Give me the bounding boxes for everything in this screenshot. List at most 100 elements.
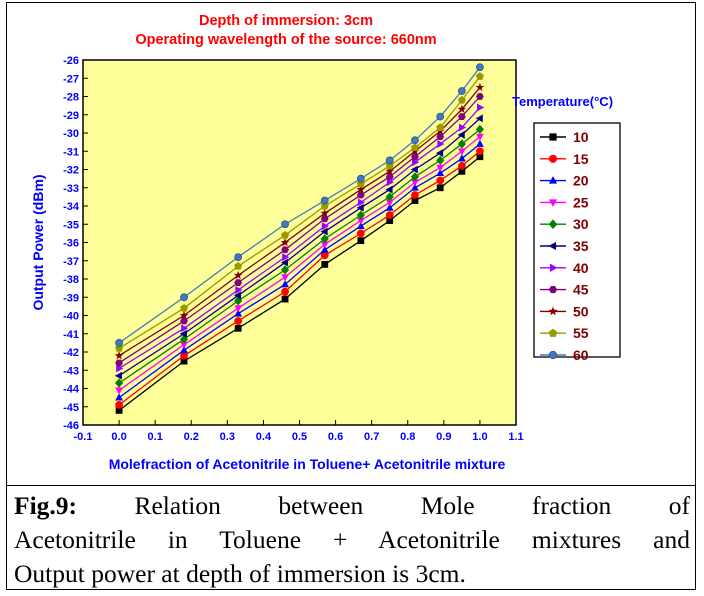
series-60 [115, 63, 484, 347]
data-point [411, 191, 419, 199]
data-point [234, 261, 243, 270]
data-point [115, 407, 123, 414]
caption-divider [6, 485, 696, 486]
data-point [436, 176, 445, 185]
data-point [476, 147, 484, 156]
x-axis-label: Molefraction of Acetonitrile in Toluene+… [109, 456, 506, 472]
caption-line-1: Fig.9: Relation between Mole fraction of [14, 489, 690, 523]
data-point [356, 229, 365, 238]
data-point [115, 393, 123, 401]
legend-item-40: 40 [540, 260, 589, 276]
data-point [385, 166, 395, 176]
data-point [180, 357, 188, 365]
series-45 [115, 93, 484, 367]
series-35 [114, 114, 483, 380]
series-40 [116, 103, 485, 373]
data-point [356, 210, 365, 220]
y-tick-label: -46 [63, 420, 79, 432]
data-point [280, 237, 290, 247]
data-point [357, 198, 366, 207]
x-tick-label: 0.7 [364, 431, 379, 443]
legend-label: 25 [573, 194, 589, 210]
legend-label: 20 [573, 173, 589, 189]
legend-marker [549, 133, 557, 141]
data-point [476, 153, 484, 161]
data-point [411, 179, 419, 187]
legend-marker [548, 286, 558, 294]
data-point [180, 293, 188, 302]
y-tick-label: -26 [63, 55, 79, 67]
y-tick-label: -43 [63, 365, 79, 377]
y-tick-label: -42 [63, 347, 79, 359]
data-point [356, 184, 366, 194]
legend-item-15: 15 [540, 151, 589, 167]
data-point [411, 183, 419, 191]
data-point [477, 103, 485, 112]
data-point [437, 140, 445, 148]
data-point [411, 153, 419, 161]
data-point [115, 387, 123, 395]
data-point [458, 161, 466, 170]
data-point [234, 317, 243, 325]
legend-label: 50 [573, 303, 589, 319]
y-tick-label: -45 [63, 402, 79, 414]
data-point [436, 123, 445, 131]
data-point [321, 261, 329, 268]
data-point [436, 133, 445, 141]
data-point [476, 93, 484, 100]
legend-marker [548, 219, 558, 230]
y-tick-label: -31 [63, 146, 79, 158]
caption-text-1: Relation between Mole fraction of [134, 491, 690, 520]
legend-label: 35 [573, 238, 589, 254]
data-point [410, 165, 418, 174]
legend-item-55: 55 [540, 325, 589, 341]
series-15 [115, 147, 484, 409]
data-point [412, 158, 420, 167]
data-point [234, 253, 243, 261]
data-point [115, 401, 123, 409]
data-point [320, 241, 329, 249]
data-point [320, 208, 330, 218]
data-point [436, 112, 445, 121]
caption-line-2: Acetonitrile in Toluene + Acetonitrile m… [14, 525, 690, 554]
data-point [181, 324, 189, 333]
legend-marker [548, 154, 558, 163]
data-point [281, 220, 289, 229]
data-point [457, 130, 465, 139]
data-point [115, 359, 123, 367]
data-point [386, 178, 394, 187]
y-tick-label: -33 [63, 183, 79, 195]
legend-item-25: 25 [540, 194, 589, 210]
data-point [356, 203, 364, 212]
x-tick-label: 0.2 [184, 431, 199, 443]
data-point [436, 184, 444, 192]
legend-label: 45 [573, 282, 589, 298]
legend-item-35: 35 [540, 238, 589, 254]
data-point [320, 215, 329, 223]
data-point [281, 246, 289, 254]
axes-layer: -0.1 0.0 0.1 0.2 0.3 0.4 0.5 0.6 0.7 0.8 0.9 1.0 1.1… [63, 55, 524, 443]
data-point [475, 82, 485, 92]
y-tick-label: -40 [63, 311, 79, 323]
y-tick-label: -39 [63, 292, 79, 304]
data-point [476, 63, 484, 72]
y-tick-label: -37 [63, 256, 79, 268]
y-tick-label: -34 [63, 201, 80, 213]
data-point [458, 167, 466, 175]
data-point [115, 378, 124, 388]
data-point [356, 191, 365, 199]
legend-item-60: 60 [540, 347, 589, 363]
data-point [234, 296, 243, 306]
data-point [114, 351, 124, 360]
data-point [457, 139, 466, 149]
data-point [386, 217, 394, 224]
data-point [385, 203, 394, 211]
y-tick-label: -32 [63, 165, 79, 177]
data-point [281, 280, 289, 288]
chart: Depth of immersion: 3cm Operating wavele… [30, 13, 621, 472]
legend-label: 60 [573, 347, 589, 363]
legend-marker [548, 176, 558, 184]
data-point [281, 287, 289, 296]
data-point [320, 234, 329, 244]
data-point [234, 305, 243, 313]
